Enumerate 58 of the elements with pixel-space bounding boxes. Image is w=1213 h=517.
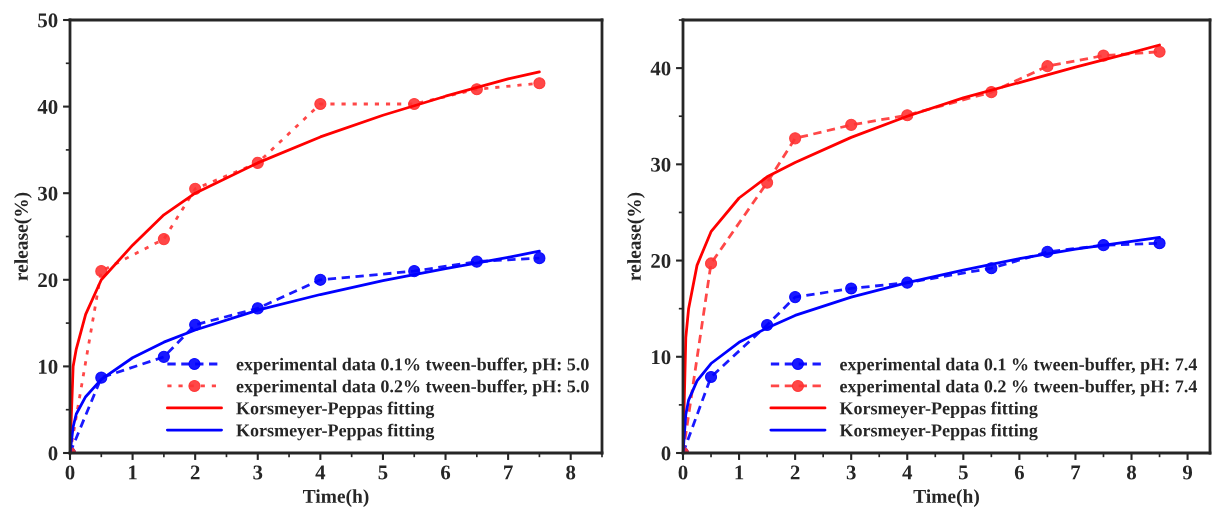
y-tick-label: 30 (651, 157, 671, 172)
point (95, 265, 108, 278)
legend-label: Korsmeyer-Peppas fitting (839, 423, 1038, 441)
legend-label: experimental data 0.1% tween-buffer, pH: 5.0 (236, 357, 589, 375)
x-tick-label: 7 (504, 465, 513, 480)
x-tick-label: 6 (441, 465, 451, 480)
legend-label: experimental data 0.1 % tween-buffer, pH: 7.4 (840, 357, 1198, 375)
point (314, 97, 327, 111)
x-tick-label: 0 (678, 465, 688, 480)
legend-label: Korsmeyer-Peppas fitting (236, 401, 435, 419)
y-tick-label: 20 (651, 253, 671, 268)
point (157, 233, 170, 246)
x-tick-label: 1 (735, 465, 744, 480)
legend-label: experimental data 0.2 % tween-buffer, pH: 7.4 (840, 379, 1198, 397)
point (704, 370, 718, 384)
point (533, 252, 546, 265)
y-axis-title: release(%) (627, 192, 645, 281)
y-tick-label: 20 (38, 273, 58, 288)
point (845, 118, 858, 131)
x-tick-label: 4 (315, 465, 326, 480)
x-axis-title: Time(h) (302, 489, 369, 507)
point (314, 273, 327, 286)
legend-label: experimental data 0.2% tween-buffer, pH: 5.0 (236, 379, 589, 397)
x-tick-label: 3 (253, 465, 263, 480)
y-tick-label: 50 (38, 13, 58, 28)
x-tick-label: 6 (1014, 465, 1024, 480)
point (789, 291, 802, 304)
x-tick-label: 9 (1182, 465, 1193, 480)
y-tick-label: 30 (38, 186, 58, 201)
y-tick-label: 40 (37, 99, 58, 115)
point (1153, 237, 1166, 250)
point (1041, 60, 1054, 73)
y-axis-title: release(%) (14, 192, 32, 281)
x-tick-label: 2 (790, 465, 800, 480)
point (845, 282, 858, 295)
legend-label: Korsmeyer-Peppas fitting (839, 401, 1038, 419)
y-tick-label: 10 (39, 359, 58, 374)
point (533, 77, 546, 90)
x-axis-title: Time(h) (913, 489, 979, 507)
x-tick-label: 4 (902, 465, 913, 480)
x-tick-label: 5 (958, 465, 968, 480)
x-tick-label: 8 (1127, 465, 1137, 480)
legend-label: Korsmeyer-Peppas fitting (236, 423, 435, 441)
y-tick-label: 0 (48, 446, 58, 461)
x-tick-label: 8 (566, 465, 576, 480)
y-tick-label: 10 (652, 350, 671, 365)
y-tick-label: 0 (661, 446, 671, 461)
y-tick-label: 40 (650, 61, 671, 76)
x-tick-label: 7 (1071, 465, 1081, 480)
point (704, 257, 718, 270)
x-tick-label: 1 (129, 465, 137, 480)
point (157, 350, 170, 363)
x-tick-label: 2 (190, 465, 200, 480)
x-tick-label: 0 (65, 465, 75, 480)
x-tick-label: 3 (846, 465, 856, 480)
point (1153, 45, 1166, 58)
x-tick-label: 5 (378, 465, 388, 480)
point (789, 132, 802, 145)
